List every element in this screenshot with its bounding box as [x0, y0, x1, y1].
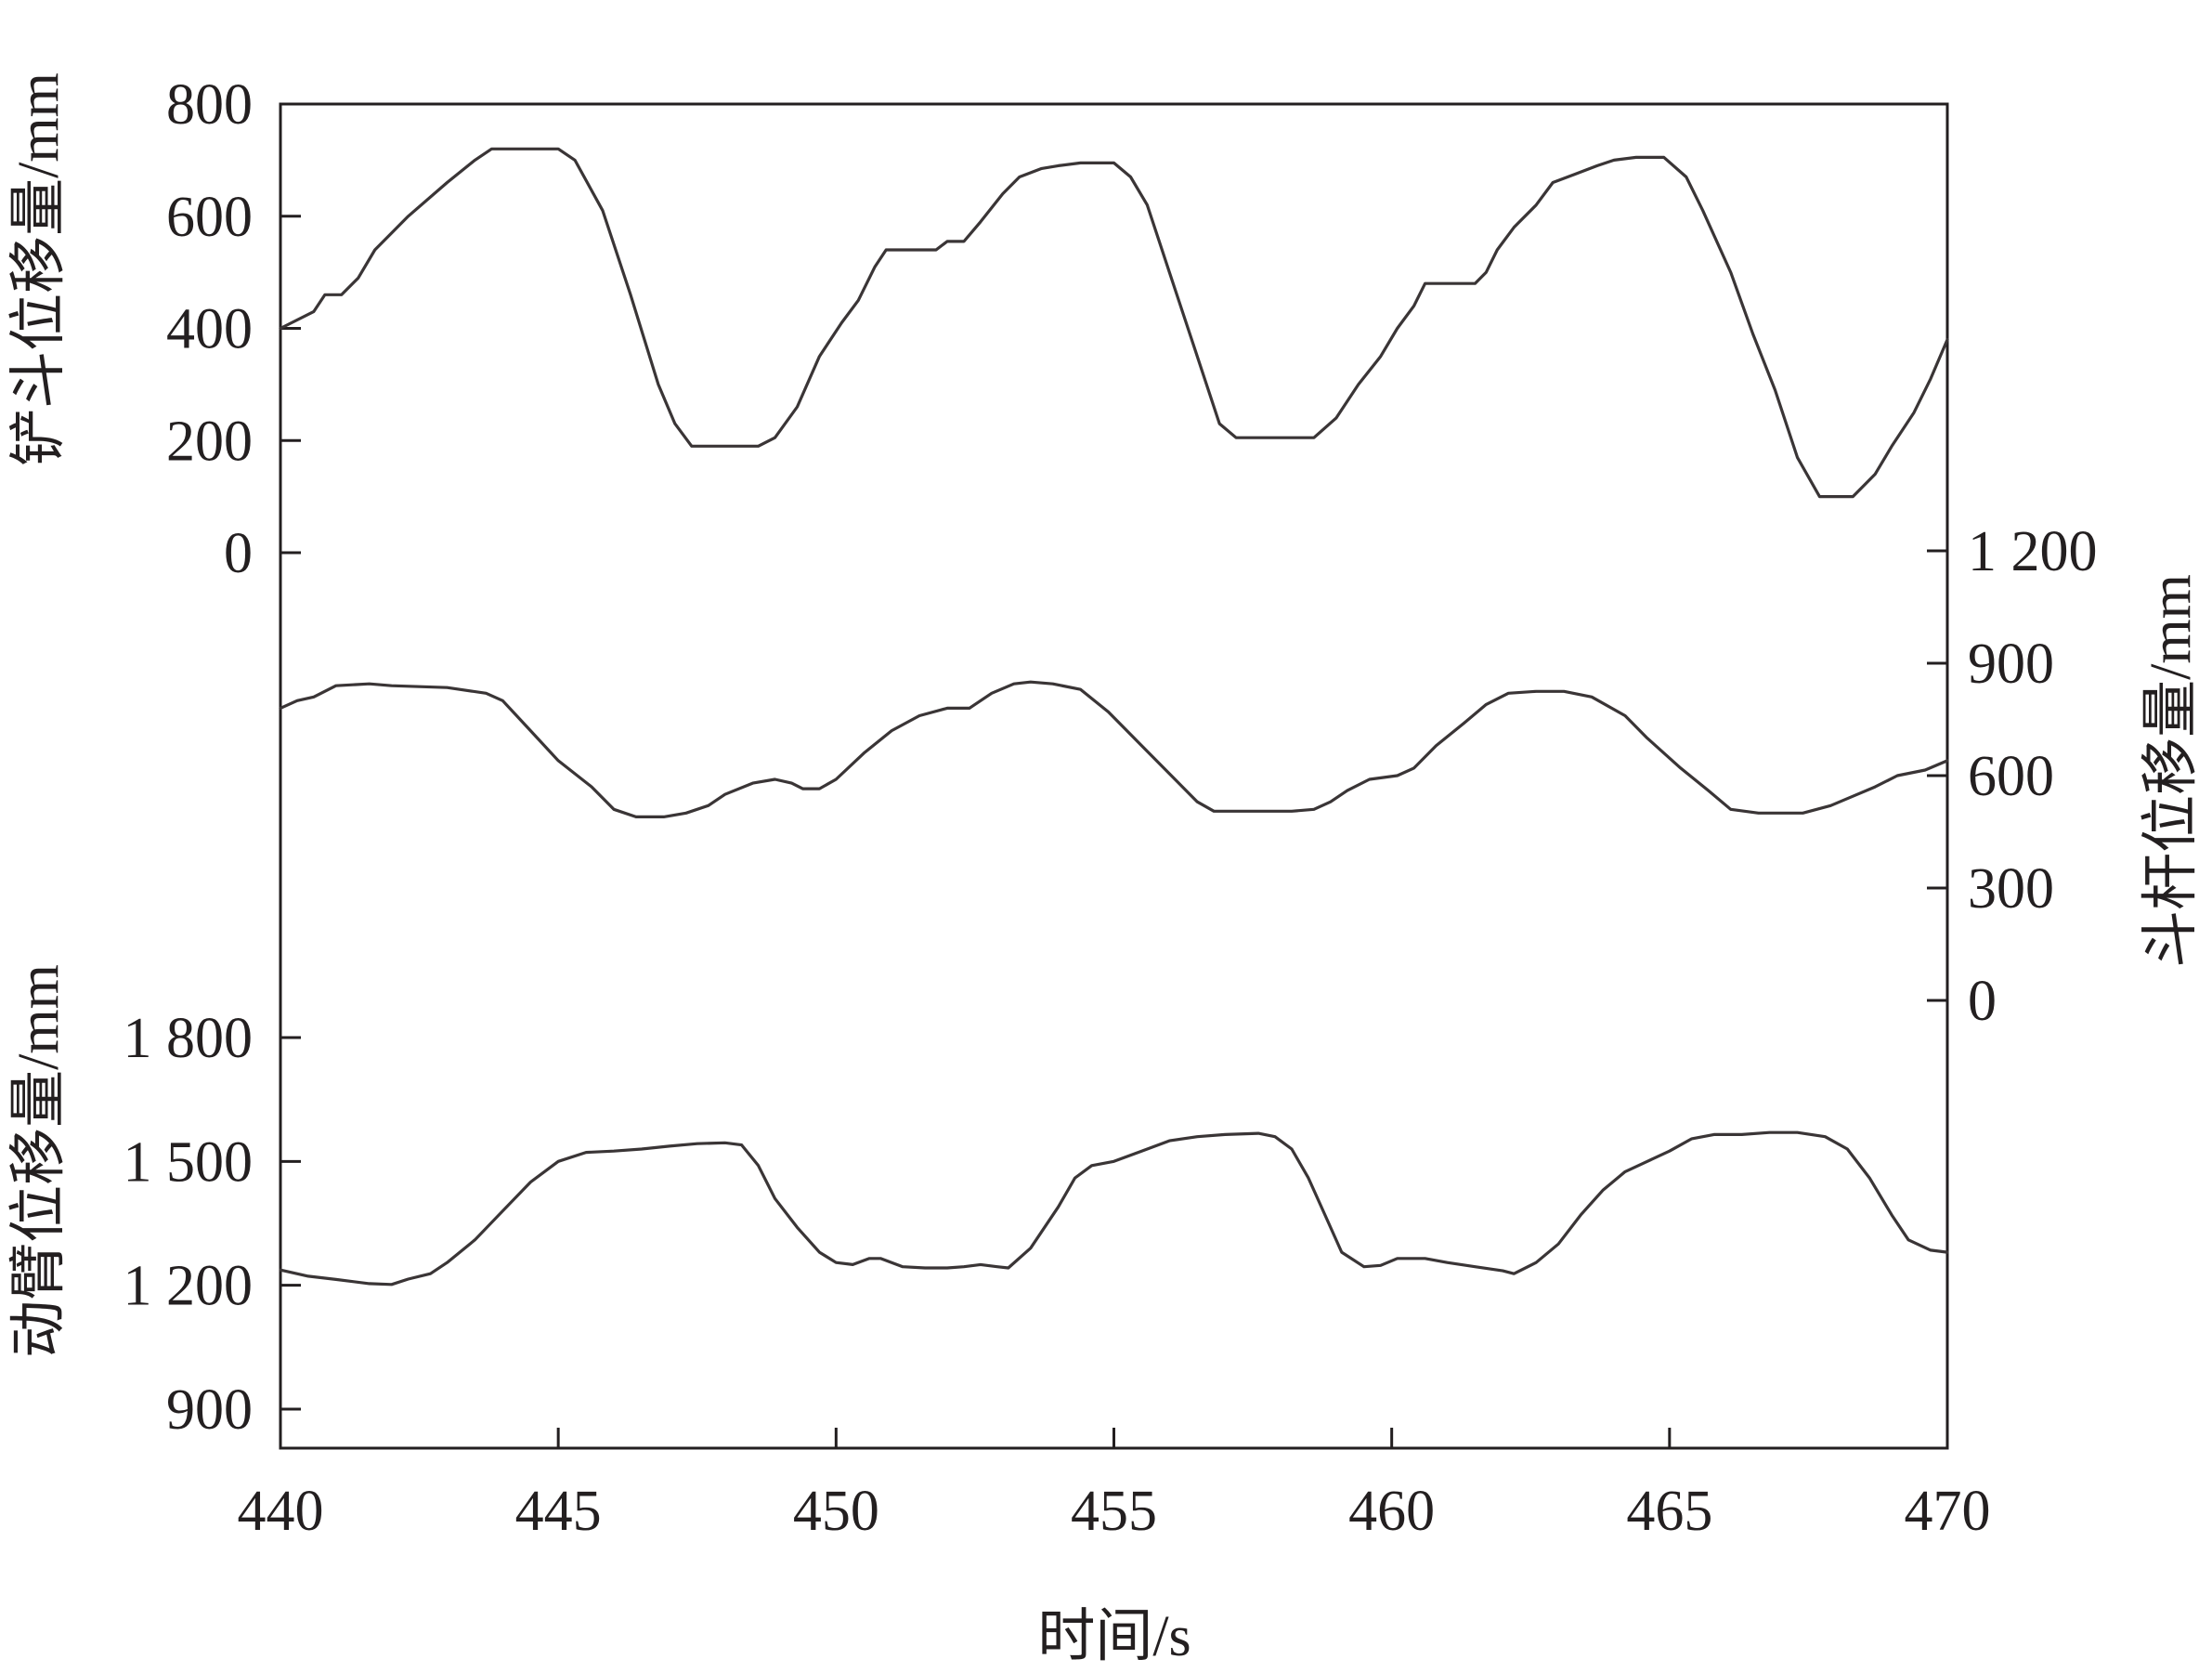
bucket-tick-label-600: 600: [166, 186, 253, 249]
y-axes-tick-labels: 0 200 400 600 800 0 300 600 900 1 200 900 1 200 1 50…: [124, 73, 2098, 1442]
bucket-axis-title: 铲斗位移量/mm: [7, 72, 71, 466]
x-tick-label-470: 470: [1905, 1480, 1991, 1543]
stick-tick-label-300: 300: [1968, 857, 2054, 921]
bucket-tick-label-0: 0: [224, 522, 253, 585]
stick-series-line: [279, 680, 1949, 818]
x-tick-label-460: 460: [1348, 1480, 1435, 1543]
bucket-tick-label-800: 800: [166, 73, 253, 137]
boom-tick-label-1200: 1 200: [124, 1255, 254, 1318]
x-tick-label-440: 440: [238, 1480, 324, 1543]
x-tick-label-445: 445: [515, 1480, 602, 1543]
boom-tick-label-900: 900: [166, 1378, 253, 1442]
stick-tick-label-1200: 1 200: [1968, 520, 2098, 583]
x-axis-tick-labels: 440 445 450 455 460 465 470: [238, 1480, 1991, 1543]
x-tick-label-455: 455: [1071, 1480, 1157, 1543]
stick-tick-label-900: 900: [1968, 633, 2054, 696]
bucket-series-line: [279, 147, 1949, 499]
x-tick-label-450: 450: [793, 1480, 879, 1543]
boom-series-line: [279, 1130, 1949, 1287]
bucket-tick-label-200: 200: [166, 410, 253, 473]
boom-axis-title: 动臂位移量/mm: [7, 964, 71, 1358]
x-tick-label-465: 465: [1626, 1480, 1712, 1543]
x-axis-ticks: [279, 1428, 1949, 1448]
plot-frame: [279, 102, 1949, 1450]
y-axes-ticks: [280, 102, 1947, 1411]
bucket-tick-label-400: 400: [166, 298, 253, 361]
stick-tick-label-600: 600: [1968, 745, 2054, 808]
series-layer: [279, 147, 1949, 1287]
boom-tick-label-1800: 1 800: [124, 1007, 254, 1070]
stick-axis-title: 斗杆位移量/mm: [2140, 574, 2203, 968]
stick-tick-label-0: 0: [1968, 970, 1997, 1033]
x-axis-title: 时间/s: [1037, 1605, 1191, 1668]
boom-tick-label-1500: 1 500: [124, 1130, 254, 1194]
